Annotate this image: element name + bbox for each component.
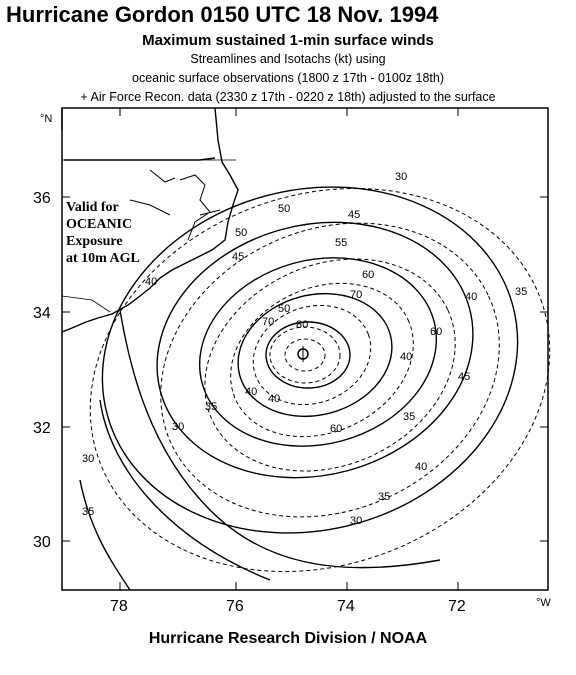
isotach-label: 30 (350, 515, 362, 527)
streamline (156, 221, 474, 479)
x-tick-label: 78 (110, 598, 128, 615)
y-tick-label: 30 (33, 534, 51, 551)
isotach-label: 60 (362, 269, 374, 281)
sound-lines (129, 169, 221, 241)
note-line: OCEANIC (66, 217, 132, 232)
y-tick-label: 36 (33, 190, 51, 207)
isotach-label: 40 (245, 386, 257, 398)
isotach-label: 40 (268, 393, 280, 405)
isotach-label: 40 (145, 276, 157, 288)
streamlines (79, 186, 519, 591)
x-unit-label: °W (536, 597, 551, 609)
isotach-label: 50 (278, 203, 290, 215)
isotach (160, 222, 500, 518)
isotachs (89, 187, 551, 573)
map-title: Hurricane Gordon 0150 UTC 18 Nov. 1994 (6, 2, 439, 27)
isotach-label: 35 (515, 286, 527, 298)
streamline (101, 186, 519, 534)
note-line: Exposure (66, 234, 123, 249)
isotach-label: 30 (172, 421, 184, 433)
isotach (284, 338, 326, 372)
isotach-label: 40 (465, 291, 477, 303)
recon-line: + Air Force Recon. data (2330 z 17th - 0… (80, 90, 496, 104)
streamline (79, 479, 131, 591)
isotach-label: 55 (335, 237, 347, 249)
isotach (230, 282, 414, 438)
isotach-label: 45 (348, 209, 360, 221)
isotach-label: 80 (296, 319, 308, 331)
isotach (252, 304, 372, 406)
note-line: Valid for (66, 200, 119, 215)
streamline (198, 257, 438, 447)
streamline (119, 309, 441, 569)
isotach-label: 35 (378, 491, 390, 503)
streamline (265, 321, 351, 389)
note-line: at 10m AGL (66, 251, 140, 266)
isotach-labels: 50 45 55 45 40 35 60 70 80 70 50 60 40 4… (82, 171, 527, 527)
isotach-label: 70 (350, 289, 362, 301)
y-tick-label: 34 (33, 305, 51, 322)
x-tick-label: 76 (226, 598, 244, 615)
isotach-label: 35 (403, 411, 415, 423)
isotach-label: 35 (205, 401, 217, 413)
isotach-label: 40 (400, 351, 412, 363)
method-line: Streamlines and Isotachs (kt) using (190, 52, 386, 66)
validity-note: Valid for OCEANIC Exposure at 10m AGL (66, 200, 140, 266)
axis-ticks (62, 108, 548, 590)
x-tick-label: 72 (448, 598, 466, 615)
isotach-label: 30 (82, 453, 94, 465)
isotach-label: 60 (330, 423, 342, 435)
isotach-label: 45 (458, 371, 470, 383)
map-subtitle: Maximum sustained 1-min surface winds (142, 32, 434, 49)
x-tick-label: 74 (337, 598, 355, 615)
isotach (204, 258, 456, 472)
observation-line: oceanic surface observations (1800 z 17t… (132, 71, 444, 85)
state-border (61, 159, 236, 313)
footer-credit: Hurricane Research Division / NOAA (148, 630, 428, 647)
isotach-label: 50 (235, 227, 247, 239)
isotach-label: 60 (430, 326, 442, 338)
isotach-label: 30 (395, 171, 407, 183)
streamline (99, 399, 271, 581)
isotach-label: 70 (262, 316, 274, 328)
isotach (89, 187, 551, 573)
isotach-label: 45 (232, 251, 244, 263)
streamline (237, 292, 393, 418)
isotach-label: 50 (278, 303, 290, 315)
isotach (269, 326, 341, 384)
y-unit-label: °N (40, 113, 52, 125)
isotach-label: 40 (415, 461, 427, 473)
map-frame (61, 107, 549, 591)
y-tick-label: 32 (33, 420, 51, 437)
isotach-label: 35 (82, 506, 94, 518)
